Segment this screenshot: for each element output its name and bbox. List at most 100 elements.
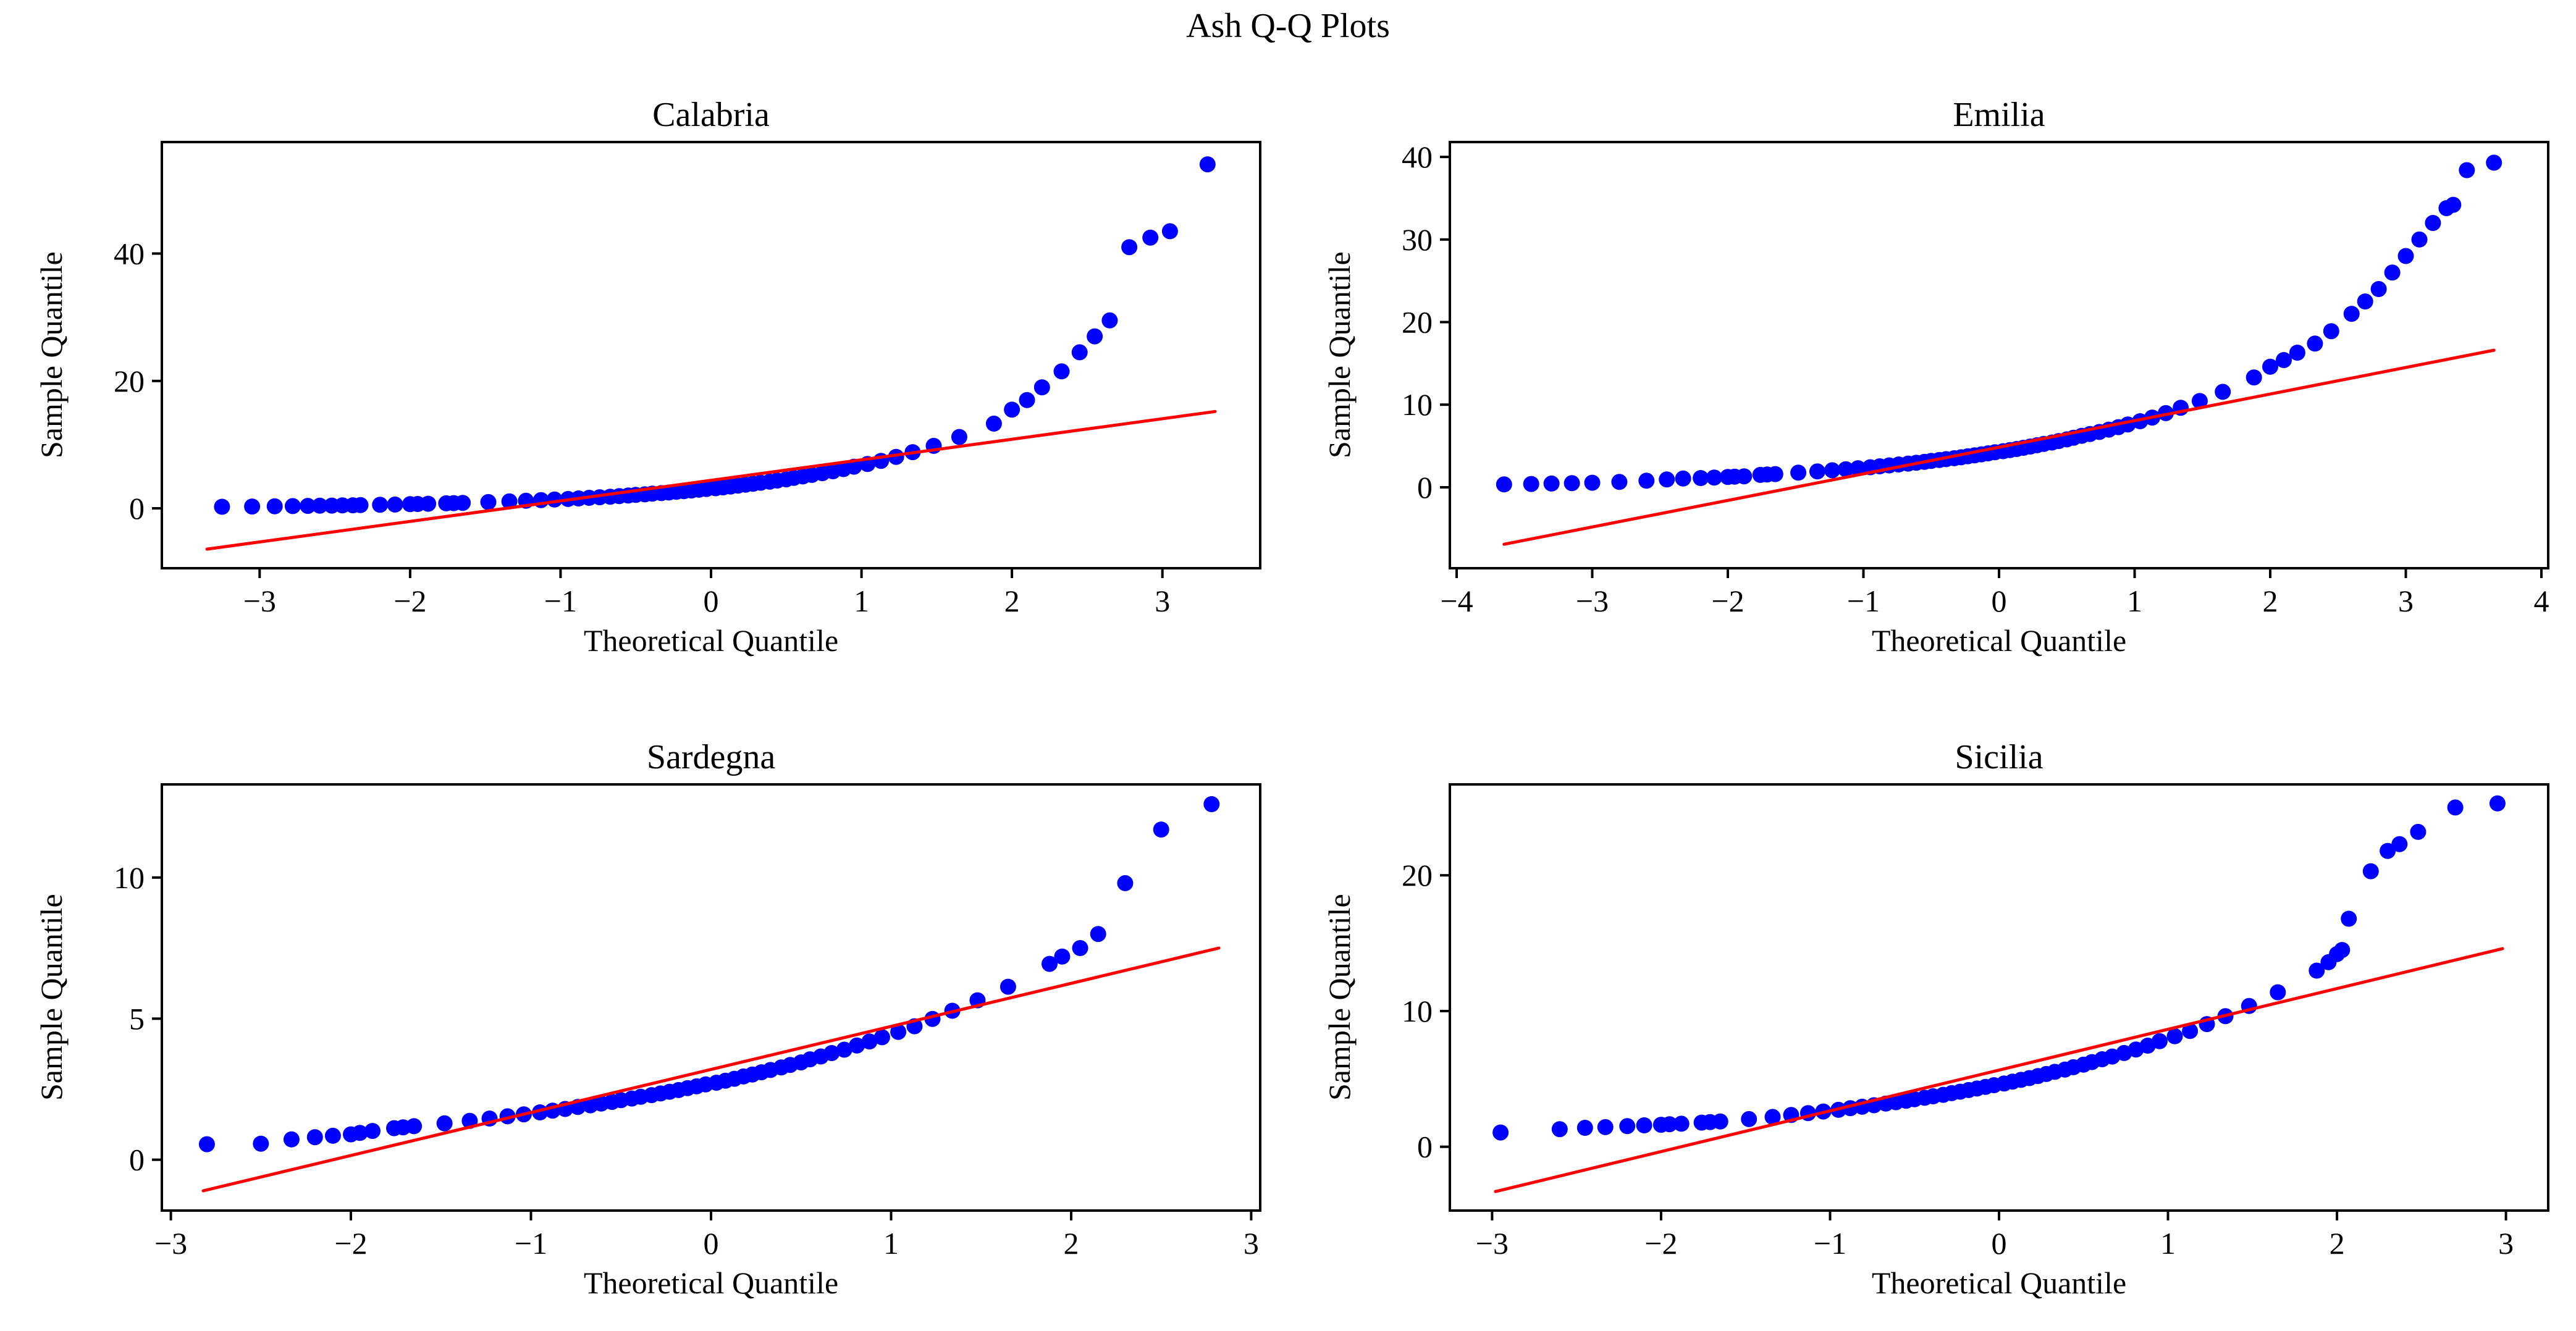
qq-point <box>436 1115 453 1132</box>
qq-point <box>2151 1033 2168 1049</box>
qq-point <box>1824 462 1840 479</box>
y-tick-label: 20 <box>114 364 145 398</box>
qq-point <box>1790 464 1807 481</box>
qq-point <box>1071 344 1088 361</box>
qq-point <box>1000 978 1016 995</box>
x-tick-label: −1 <box>544 584 577 618</box>
x-tick-label: 1 <box>2160 1226 2176 1261</box>
x-tick-label: −1 <box>1847 584 1880 618</box>
qq-point <box>420 495 437 512</box>
x-tick-label: −3 <box>1476 1226 1509 1261</box>
qq-point <box>1142 229 1159 246</box>
x-tick-label: 0 <box>704 584 719 618</box>
qq-point <box>2246 369 2262 386</box>
qq-point <box>283 1131 300 1148</box>
x-tick-label: 3 <box>2398 584 2414 618</box>
qq-point <box>2276 352 2292 368</box>
y-tick-label: 40 <box>114 237 145 271</box>
x-axis-label-calabria: Theoretical Quantile <box>583 623 839 658</box>
qq-point <box>214 498 230 515</box>
qq-point <box>1564 475 1580 492</box>
y-tick-label: 20 <box>1402 305 1433 340</box>
x-tick-label: −3 <box>243 584 276 618</box>
qq-point <box>2459 162 2475 178</box>
qq-point <box>890 1023 907 1040</box>
qq-point <box>1661 1116 1678 1133</box>
qq-point <box>2166 1028 2183 1044</box>
x-axis-label-emilia: Theoretical Quantile <box>1871 623 2127 658</box>
qq-point <box>1496 476 1512 493</box>
qq-point <box>836 1041 852 1058</box>
subplot-title-sardegna: Sardegna <box>646 738 776 776</box>
subplot-sicilia: Sicilia Sample Quantile −3 −2 −1 0 1 2 3 0 10 20 … <box>1288 692 2576 1331</box>
qq-point <box>372 497 389 513</box>
x-tick-label: 4 <box>2534 584 2549 618</box>
x-tick-label: 1 <box>854 584 869 618</box>
qq-point <box>1042 955 1058 972</box>
qq-point <box>2357 293 2373 310</box>
qq-point <box>1053 363 1070 380</box>
qq-point <box>306 1129 323 1146</box>
qq-point <box>873 1029 890 1046</box>
subplot-title-emilia: Emilia <box>1953 96 2045 134</box>
x-tick-label: 0 <box>1992 1226 2007 1261</box>
qq-point <box>2384 264 2401 281</box>
qq-point <box>352 497 369 513</box>
qq-point <box>324 1127 341 1144</box>
x-axis-label-sardegna: Theoretical Quantile <box>583 1266 839 1300</box>
subplot-title-sicilia: Sicilia <box>1955 738 2044 776</box>
subplot-calabria: Calabria Sample Quantile −3 −2 −1 0 1 2 3 0 20 40… <box>0 49 1288 689</box>
qq-point <box>480 493 497 510</box>
fit-line <box>1494 947 2504 1193</box>
qq-point <box>1072 940 1088 956</box>
y-tick-label: 0 <box>1417 1130 1433 1164</box>
x-tick-label: −2 <box>334 1226 367 1261</box>
qq-point <box>1153 821 1169 838</box>
plot-canvas-sicilia: −3 −2 −1 0 1 2 3 0 10 20 <box>1402 783 2549 1261</box>
qq-point <box>1673 1115 1690 1132</box>
x-tick-label: 1 <box>883 1226 899 1261</box>
qq-point <box>2309 962 2325 979</box>
qq-point <box>1659 471 1675 488</box>
qq-point <box>1543 475 1560 492</box>
qq-point <box>455 495 471 511</box>
qq-point <box>2445 196 2462 213</box>
qq-point <box>1033 379 1050 396</box>
qq-point <box>1199 156 1216 173</box>
y-tick-label: 0 <box>1417 470 1433 505</box>
qq-point <box>1597 1119 1614 1135</box>
y-tick-label: 10 <box>1402 994 1433 1028</box>
x-tick-label: 0 <box>1992 584 2007 618</box>
qq-point <box>2447 799 2464 816</box>
qq-point <box>364 1123 381 1140</box>
plot-border <box>1449 141 2549 569</box>
qq-point <box>1611 474 1628 490</box>
qq-point <box>2425 215 2441 231</box>
qq-point <box>2411 231 2428 248</box>
qq-point <box>406 1118 423 1135</box>
x-tick-label: 1 <box>2127 584 2142 618</box>
qq-point <box>2343 306 2360 322</box>
qq-point <box>1736 468 1753 485</box>
qq-point <box>244 498 261 515</box>
qq-point <box>2410 823 2427 840</box>
qq-point <box>1764 1109 1781 1125</box>
qq-point <box>1619 1118 1636 1135</box>
qq-point <box>1636 1117 1652 1133</box>
x-tick-label: 2 <box>2330 1226 2345 1261</box>
qq-point <box>2191 393 2208 409</box>
qq-point <box>1584 474 1601 491</box>
qq-point <box>1850 460 1866 477</box>
figure-title: Ash Q-Q Plots <box>1186 7 1390 45</box>
qq-point <box>1054 948 1071 965</box>
x-tick-label: 2 <box>1064 1226 1079 1261</box>
qq-point <box>1693 470 1709 486</box>
qq-point <box>1004 401 1021 418</box>
qq-point <box>1203 796 1220 812</box>
qq-point <box>1675 470 1691 487</box>
qq-point <box>1161 223 1178 240</box>
qq-point <box>300 498 316 514</box>
x-tick-label: −2 <box>1644 1226 1677 1261</box>
